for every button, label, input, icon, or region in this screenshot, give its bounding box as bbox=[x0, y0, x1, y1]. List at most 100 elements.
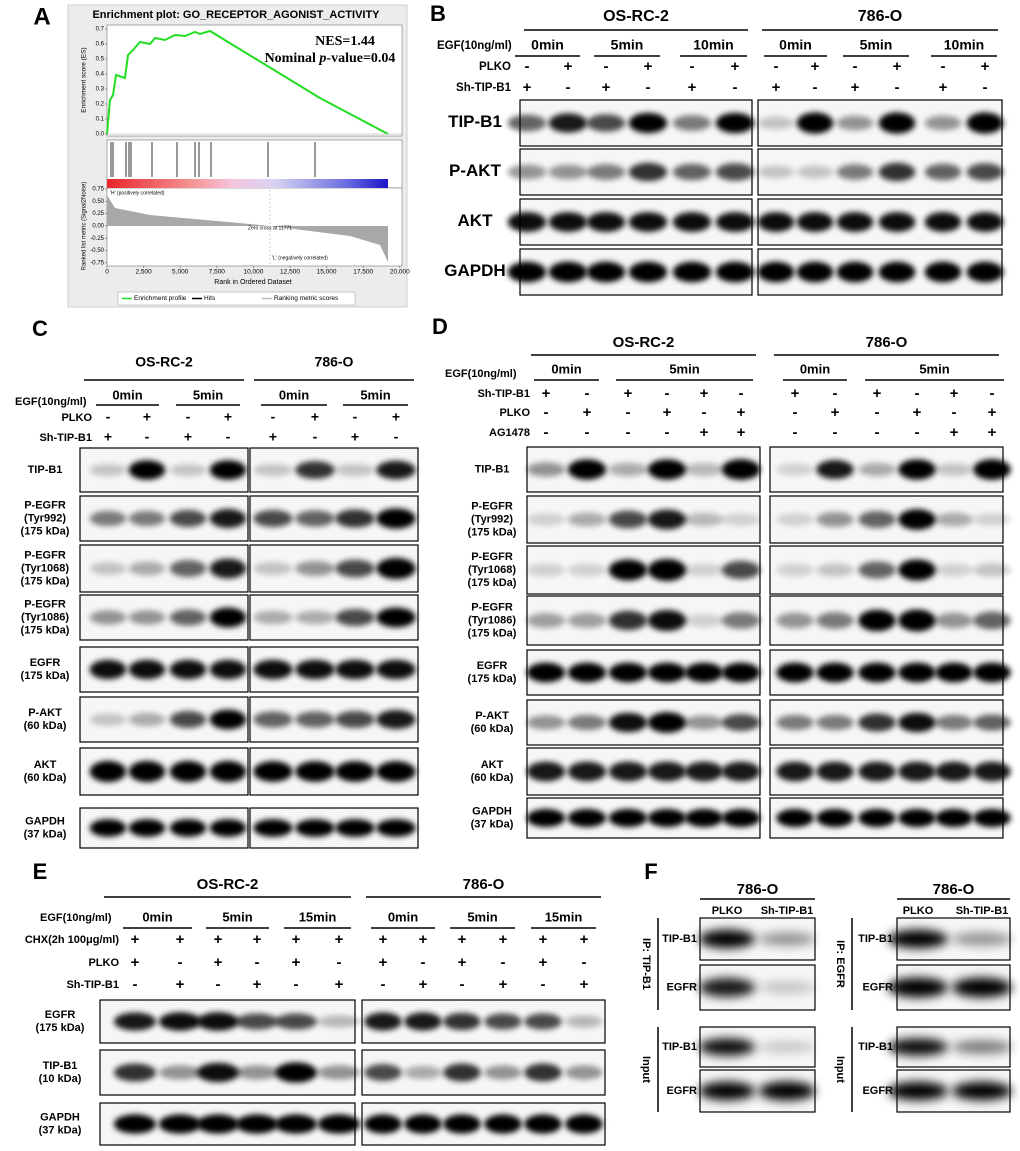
sign: + bbox=[419, 976, 428, 993]
es-axis-label: Enrichment score (ES) bbox=[81, 47, 88, 112]
sign: - bbox=[793, 404, 798, 421]
pvalue-part: -value=0.04 bbox=[326, 51, 395, 66]
blot-label: P-EGFR (Tyr1068) (175 kDa) bbox=[468, 551, 517, 589]
sign: + bbox=[214, 931, 223, 948]
blot-label-line: (175 kDa) bbox=[468, 627, 517, 639]
blot-label-line: (37 kDa) bbox=[39, 1124, 82, 1136]
band bbox=[796, 261, 834, 283]
band bbox=[169, 819, 207, 837]
band bbox=[684, 512, 724, 527]
sign: - bbox=[226, 429, 231, 445]
pvalue-label: Nominal p-value=0.04 bbox=[265, 51, 396, 66]
sign: + bbox=[583, 404, 592, 421]
band bbox=[567, 459, 607, 480]
band bbox=[608, 662, 648, 683]
band bbox=[757, 165, 795, 179]
sign: + bbox=[913, 404, 922, 421]
blot-label: AKT bbox=[458, 211, 494, 230]
band bbox=[364, 1114, 402, 1134]
band bbox=[376, 659, 416, 680]
panel-label: E bbox=[33, 859, 48, 884]
blot-label-line: (175 kDa) bbox=[468, 577, 517, 589]
blot-label: TIP-B1 (10 kDa) bbox=[39, 1060, 82, 1085]
sign: + bbox=[335, 931, 344, 948]
band bbox=[684, 809, 724, 827]
sign: + bbox=[988, 424, 997, 441]
band bbox=[776, 563, 814, 577]
band bbox=[966, 261, 1004, 283]
timepoint: 5min bbox=[360, 387, 390, 402]
band bbox=[721, 513, 761, 526]
band bbox=[888, 929, 948, 949]
sign: + bbox=[104, 429, 112, 445]
sign: + bbox=[499, 976, 508, 993]
band bbox=[684, 662, 724, 683]
cell-line: 786-O bbox=[737, 881, 779, 898]
sign: - bbox=[875, 404, 880, 421]
band bbox=[169, 609, 207, 626]
blot-label-line: (60 kDa) bbox=[471, 772, 514, 784]
sign: + bbox=[580, 976, 589, 993]
blot-label-line: (60 kDa) bbox=[471, 723, 514, 735]
sign: - bbox=[353, 409, 358, 425]
sign: + bbox=[981, 58, 990, 75]
sign: + bbox=[602, 79, 611, 96]
band bbox=[253, 509, 293, 528]
band bbox=[128, 561, 166, 576]
blot-membrane bbox=[361, 1102, 606, 1146]
band bbox=[507, 212, 547, 232]
es-tick-label: 0.3 bbox=[96, 87, 105, 93]
sign: - bbox=[774, 58, 779, 75]
blot-label: GAPDH (37 kDa) bbox=[39, 1111, 82, 1136]
band bbox=[898, 712, 936, 733]
cell-line: 786-O bbox=[463, 876, 505, 893]
band bbox=[721, 761, 761, 782]
blot-label: EGFR bbox=[862, 981, 893, 993]
metric-tick-label: -0.50 bbox=[90, 248, 104, 254]
band bbox=[196, 1062, 240, 1083]
band bbox=[816, 809, 854, 827]
band bbox=[647, 558, 687, 582]
band bbox=[443, 1063, 481, 1082]
band bbox=[169, 710, 207, 729]
sign: + bbox=[392, 409, 400, 425]
band bbox=[721, 612, 761, 629]
treatment-label: EGF(10ng/ml) bbox=[437, 40, 512, 52]
band bbox=[209, 460, 247, 480]
blot-membrane bbox=[361, 1049, 606, 1096]
blot-label: GAPDH (37 kDa) bbox=[24, 815, 67, 840]
cell-line: 786-O bbox=[315, 354, 354, 370]
condition-label: PLKO bbox=[499, 407, 530, 419]
metric-tick-label: 0.50 bbox=[92, 199, 104, 205]
band bbox=[898, 662, 936, 683]
band bbox=[526, 462, 566, 477]
band bbox=[376, 508, 416, 529]
band bbox=[878, 212, 916, 232]
band bbox=[89, 760, 127, 783]
band bbox=[524, 1013, 562, 1030]
blot-label-line: (175 kDa) bbox=[21, 670, 70, 682]
legend-label: Hits bbox=[204, 295, 216, 302]
es-tick-label: 0.4 bbox=[96, 72, 105, 78]
group-label: IP: EGFR bbox=[834, 940, 846, 988]
sign: - bbox=[216, 976, 221, 993]
band bbox=[721, 560, 761, 580]
timepoint: 5min bbox=[193, 387, 223, 402]
sign: - bbox=[541, 976, 546, 993]
band bbox=[628, 112, 668, 134]
es-plot-area bbox=[106, 24, 403, 137]
blot-label-line: TIP-B1 bbox=[28, 464, 63, 476]
band bbox=[526, 563, 566, 577]
condition-label: PLKO bbox=[479, 61, 511, 73]
band bbox=[209, 558, 247, 579]
band bbox=[715, 163, 755, 181]
sign: + bbox=[184, 429, 192, 445]
condition-label: Sh-TIP-B1 bbox=[66, 979, 119, 991]
sign: + bbox=[737, 424, 746, 441]
blot-label-line: P-EGFR bbox=[24, 598, 66, 610]
band bbox=[235, 1013, 279, 1030]
band bbox=[628, 212, 668, 232]
band bbox=[836, 115, 874, 131]
sign: + bbox=[458, 931, 467, 948]
